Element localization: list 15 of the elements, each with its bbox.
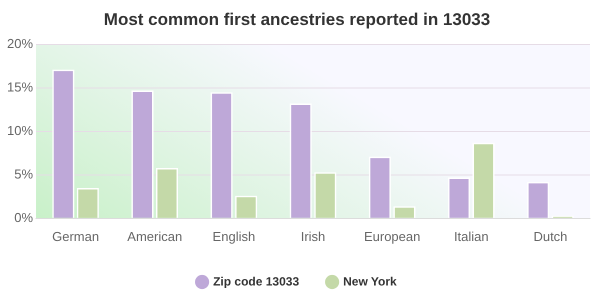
legend-label: New York xyxy=(343,274,398,288)
y-tick-label: 10% xyxy=(6,122,34,138)
x-tick-label: European xyxy=(364,228,420,244)
x-tick-label: Italian xyxy=(454,228,489,244)
legend-label: Zip code 13033 xyxy=(213,274,300,288)
x-tick-label: English xyxy=(212,228,256,244)
y-tick-label: 20% xyxy=(6,36,34,51)
y-tick-label: 15% xyxy=(6,79,34,94)
y-tick-label: 5% xyxy=(14,166,34,182)
x-tick-label: Dutch xyxy=(533,228,568,244)
y-tick-label: 0% xyxy=(14,210,34,225)
x-tick-label: Irish xyxy=(300,228,326,244)
chart-title: Most common first ancestries reported in 13033 xyxy=(104,10,490,29)
x-tick-label: German xyxy=(52,228,100,244)
x-tick-label: American xyxy=(127,228,182,244)
